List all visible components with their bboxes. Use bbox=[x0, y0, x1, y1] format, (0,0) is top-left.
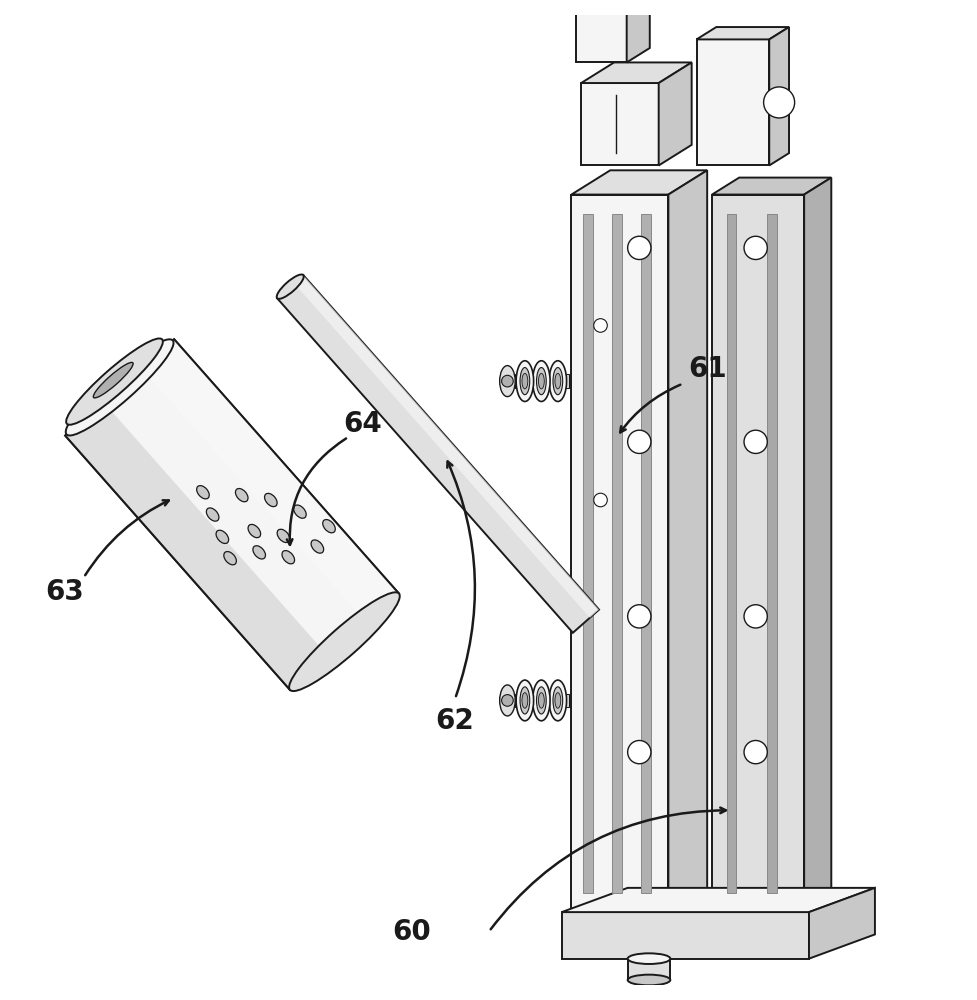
Ellipse shape bbox=[516, 680, 533, 721]
Ellipse shape bbox=[552, 368, 562, 395]
Ellipse shape bbox=[65, 339, 173, 436]
Ellipse shape bbox=[532, 680, 549, 721]
Circle shape bbox=[627, 605, 651, 628]
Ellipse shape bbox=[216, 530, 229, 543]
Ellipse shape bbox=[554, 373, 560, 389]
Polygon shape bbox=[561, 888, 874, 912]
Circle shape bbox=[763, 87, 794, 118]
Ellipse shape bbox=[522, 373, 528, 389]
Ellipse shape bbox=[196, 486, 209, 499]
Ellipse shape bbox=[532, 361, 549, 401]
Polygon shape bbox=[767, 214, 776, 893]
Polygon shape bbox=[294, 275, 599, 618]
Text: 62: 62 bbox=[435, 707, 474, 735]
Ellipse shape bbox=[548, 361, 566, 401]
Ellipse shape bbox=[516, 361, 533, 401]
Circle shape bbox=[743, 430, 767, 453]
Text: 61: 61 bbox=[687, 355, 726, 383]
Ellipse shape bbox=[293, 505, 306, 518]
Polygon shape bbox=[571, 195, 667, 912]
Ellipse shape bbox=[66, 338, 163, 425]
Polygon shape bbox=[580, 62, 691, 83]
Circle shape bbox=[501, 695, 513, 706]
Polygon shape bbox=[726, 214, 736, 893]
Circle shape bbox=[743, 740, 767, 764]
Polygon shape bbox=[627, 959, 669, 980]
Circle shape bbox=[627, 740, 651, 764]
Ellipse shape bbox=[536, 687, 545, 714]
Ellipse shape bbox=[548, 680, 566, 721]
Polygon shape bbox=[65, 339, 399, 690]
Polygon shape bbox=[580, 83, 658, 165]
Ellipse shape bbox=[276, 529, 289, 543]
Polygon shape bbox=[515, 694, 568, 707]
Polygon shape bbox=[561, 912, 808, 959]
Ellipse shape bbox=[627, 953, 669, 964]
Circle shape bbox=[593, 493, 607, 507]
Ellipse shape bbox=[536, 368, 545, 395]
Circle shape bbox=[593, 319, 607, 332]
Ellipse shape bbox=[281, 551, 294, 564]
Polygon shape bbox=[641, 214, 651, 893]
Ellipse shape bbox=[538, 373, 544, 389]
Polygon shape bbox=[612, 214, 621, 893]
Polygon shape bbox=[711, 178, 830, 195]
Polygon shape bbox=[142, 339, 399, 622]
Polygon shape bbox=[696, 27, 788, 39]
Ellipse shape bbox=[276, 274, 304, 299]
Polygon shape bbox=[571, 170, 706, 195]
Polygon shape bbox=[658, 62, 691, 165]
Polygon shape bbox=[696, 39, 769, 165]
Ellipse shape bbox=[522, 693, 528, 708]
Ellipse shape bbox=[224, 552, 236, 565]
Ellipse shape bbox=[552, 687, 562, 714]
Circle shape bbox=[743, 236, 767, 260]
Ellipse shape bbox=[499, 366, 515, 397]
Text: 64: 64 bbox=[343, 410, 382, 438]
Ellipse shape bbox=[520, 687, 530, 714]
Polygon shape bbox=[582, 214, 592, 893]
Ellipse shape bbox=[322, 520, 335, 533]
Polygon shape bbox=[808, 888, 874, 959]
Ellipse shape bbox=[311, 540, 323, 553]
Circle shape bbox=[627, 236, 651, 260]
Polygon shape bbox=[575, 4, 626, 62]
Polygon shape bbox=[769, 27, 788, 165]
Ellipse shape bbox=[627, 975, 669, 985]
Polygon shape bbox=[276, 275, 599, 633]
Polygon shape bbox=[65, 402, 327, 690]
Ellipse shape bbox=[289, 592, 400, 691]
Polygon shape bbox=[711, 195, 803, 912]
Polygon shape bbox=[667, 170, 706, 912]
Ellipse shape bbox=[253, 546, 265, 559]
Ellipse shape bbox=[554, 693, 560, 708]
Ellipse shape bbox=[520, 368, 530, 395]
Ellipse shape bbox=[206, 508, 219, 521]
Circle shape bbox=[501, 375, 513, 387]
Polygon shape bbox=[575, 0, 649, 4]
Circle shape bbox=[627, 430, 651, 453]
Polygon shape bbox=[803, 178, 830, 912]
Text: 63: 63 bbox=[45, 578, 84, 606]
Ellipse shape bbox=[499, 685, 515, 716]
Polygon shape bbox=[626, 0, 649, 62]
Ellipse shape bbox=[538, 693, 544, 708]
Ellipse shape bbox=[248, 524, 260, 538]
Polygon shape bbox=[515, 374, 568, 388]
Ellipse shape bbox=[264, 493, 276, 507]
Ellipse shape bbox=[235, 489, 248, 502]
Ellipse shape bbox=[93, 362, 133, 398]
Text: 60: 60 bbox=[392, 918, 430, 946]
Circle shape bbox=[743, 605, 767, 628]
